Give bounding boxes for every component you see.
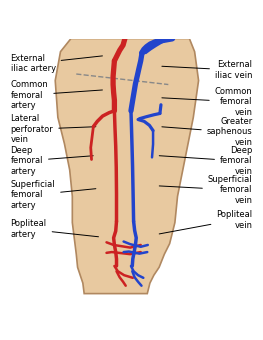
Text: Common
femoral
artery: Common femoral artery: [11, 80, 102, 110]
Text: Common
femoral
vein: Common femoral vein: [162, 87, 252, 117]
Text: Superficial
femoral
vein: Superficial femoral vein: [159, 175, 252, 205]
Text: External
iliac artery: External iliac artery: [11, 54, 103, 73]
Text: Popliteal
artery: Popliteal artery: [11, 220, 98, 239]
Text: Superficial
femoral
artery: Superficial femoral artery: [11, 180, 96, 210]
Text: Greater
saphenous
vein: Greater saphenous vein: [162, 117, 252, 147]
Text: Lateral
perforator
vein: Lateral perforator vein: [11, 114, 96, 144]
Polygon shape: [142, 38, 172, 54]
Polygon shape: [55, 38, 199, 294]
Text: Deep
femoral
artery: Deep femoral artery: [11, 146, 93, 176]
Text: Deep
femoral
vein: Deep femoral vein: [159, 146, 252, 176]
Text: External
iliac vein: External iliac vein: [162, 61, 252, 80]
Text: Popliteal
vein: Popliteal vein: [159, 210, 252, 234]
